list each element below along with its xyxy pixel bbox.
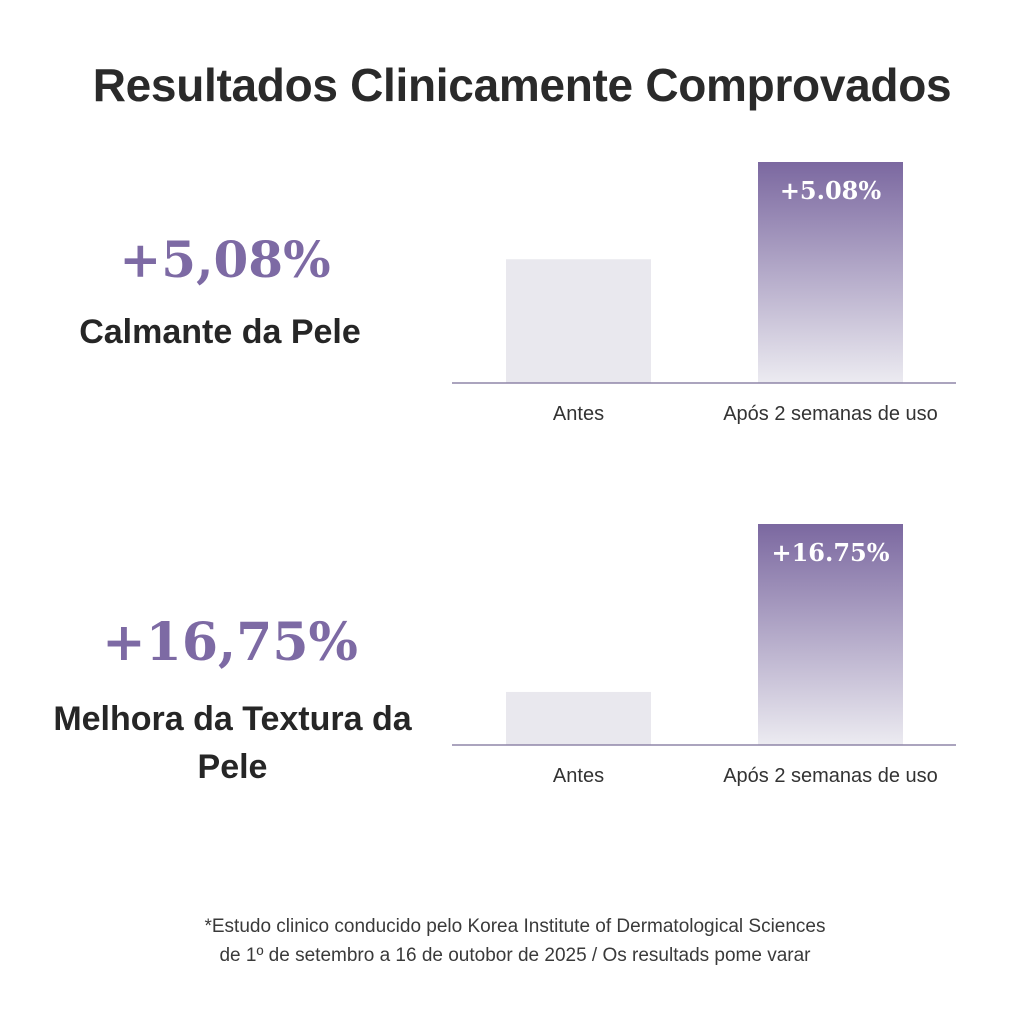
bar-data-label: +5.08% [780,176,882,205]
page-title: Resultados Clinicamente Comprovados [92,59,952,111]
category-label: Antes [553,765,604,787]
bar-apos [758,162,903,383]
stat-value-soothing: +5,08% [119,230,331,289]
category-label: Antes [553,403,604,425]
footnote-line-2: de 1º de setembro a 16 de outobor de 202… [219,945,811,966]
stat-label-texture: Melhora da Textura da Pele [53,700,412,786]
footnote-line-1: *Estudo clinico conducido pelo Korea Ins… [204,916,826,937]
category-label: Após 2 semanas de uso [723,765,938,787]
stat-value-texture: +16,75% [102,612,358,673]
bar-data-label: +16.75% [771,538,889,567]
bar-apos [758,524,903,745]
bar-chart-soothing: Antes +5.08% Após 2 semanas de uso [452,162,956,425]
bar-chart-texture: Antes +16.75% Após 2 semanas de uso [452,524,956,787]
bar-antes [506,691,651,745]
category-label: Após 2 semanas de uso [723,403,938,425]
footnote: *Estudo clinico conducido pelo Korea Ins… [0,912,1024,970]
bar-antes [506,259,651,383]
stat-label-soothing: Calmante da Pele [79,313,361,351]
